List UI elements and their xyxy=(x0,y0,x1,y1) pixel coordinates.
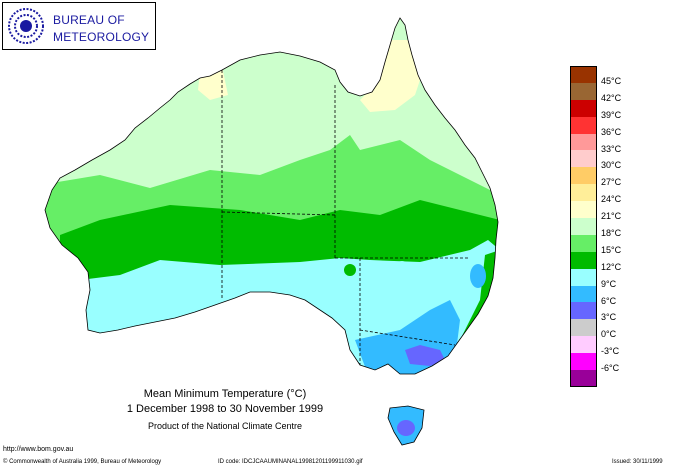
legend-label: -3°C xyxy=(601,346,620,357)
legend-label: 42°C xyxy=(601,92,622,103)
legend-swatch xyxy=(570,184,597,202)
legend-row: 9°C xyxy=(570,268,632,289)
legend-label: 0°C xyxy=(601,329,617,340)
zone-6c-nsw-tablelands xyxy=(470,264,486,288)
legend-label: 24°C xyxy=(601,194,622,205)
legend-row: 15°C xyxy=(570,234,632,255)
legend-swatch xyxy=(570,285,597,303)
nsw-vic-border xyxy=(359,329,456,346)
legend-swatch xyxy=(570,370,597,387)
legend-label: 6°C xyxy=(601,295,617,306)
legend-swatch xyxy=(570,201,597,219)
legend-row: 0°C xyxy=(570,319,632,340)
issued-date: Issued: 30/11/1999 xyxy=(612,459,663,465)
legend-row: -6°C xyxy=(570,353,632,374)
legend-label: 36°C xyxy=(601,126,622,137)
legend-row: -3°C xyxy=(570,336,632,357)
zone-12c-patch xyxy=(344,264,356,276)
bom-emblem-icon xyxy=(8,8,44,44)
legend-row: 30°C xyxy=(570,150,632,171)
legend-row xyxy=(570,370,632,387)
legend-row: 36°C xyxy=(570,116,632,137)
legend-swatch xyxy=(570,133,597,151)
legend-swatch xyxy=(570,251,597,269)
org-name-line2: METEOROLOGY xyxy=(53,30,150,44)
copyright-notice: © Commonwealth of Australia 1999, Bureau… xyxy=(3,459,162,465)
legend-row: 24°C xyxy=(570,184,632,205)
legend-swatch xyxy=(570,82,597,100)
temperature-legend: 45°C 42°C 39°C 36°C 33°C 30°C 27°C 24°C 21°C 18°C… xyxy=(570,66,632,387)
zone-9c-inland-patch xyxy=(396,261,408,271)
legend-label: 33°C xyxy=(601,143,622,154)
legend-label: 45°C xyxy=(601,76,622,86)
map-date-range: 1 December 1998 to 30 November 1999 xyxy=(126,403,324,415)
legend-label: 12°C xyxy=(601,261,622,272)
id-code: ID code: IDCJCAAUMINANAL1998120119991103… xyxy=(218,459,363,465)
legend-swatch xyxy=(570,150,597,168)
legend-swatch xyxy=(570,336,597,354)
legend-row: 42°C xyxy=(570,82,632,103)
legend-label: 21°C xyxy=(601,211,622,222)
legend-swatch xyxy=(570,234,597,252)
legend-label: 3°C xyxy=(601,312,617,323)
legend-label: 30°C xyxy=(601,160,622,171)
website-url[interactable]: http://www.bom.gov.au xyxy=(3,446,74,453)
legend-swatch xyxy=(570,66,597,83)
legend-row: 39°C xyxy=(570,99,632,120)
legend-swatch xyxy=(570,319,597,337)
state-borders xyxy=(221,70,470,365)
legend-label: 15°C xyxy=(601,244,622,255)
map-title: Mean Minimum Temperature (°C) xyxy=(143,388,307,400)
legend-row: 33°C xyxy=(570,133,632,154)
legend-label: 27°C xyxy=(601,177,622,188)
legend-swatch xyxy=(570,167,597,185)
legend-swatch xyxy=(570,268,597,286)
tasmania-3c-zone xyxy=(397,420,415,436)
legend-row: 21°C xyxy=(570,201,632,222)
legend-label: 9°C xyxy=(601,278,617,289)
legend-row: 3°C xyxy=(570,302,632,323)
zone-3c-alps xyxy=(405,345,445,366)
legend-row: 18°C xyxy=(570,218,632,239)
org-name-line1: BUREAU OF xyxy=(53,13,125,27)
legend-swatch xyxy=(570,302,597,320)
legend-label: -6°C xyxy=(601,363,620,374)
legend-swatch xyxy=(570,218,597,235)
zone-21c-cape-york xyxy=(360,40,420,112)
legend-swatch xyxy=(570,116,597,134)
mainland-coastline xyxy=(44,17,499,375)
legend-swatch xyxy=(570,99,597,117)
nt-sa-border xyxy=(221,211,336,216)
map-product-note: Product of the National Climate Centre xyxy=(147,421,303,431)
legend-label: 18°C xyxy=(601,228,622,239)
legend-row: 45°C xyxy=(570,66,632,86)
legend-label: 39°C xyxy=(601,109,622,120)
legend-row: 6°C xyxy=(570,285,632,306)
legend-swatch xyxy=(570,353,597,371)
legend-row: 12°C xyxy=(570,251,632,272)
legend-row: 27°C xyxy=(570,167,632,188)
bom-logo: BUREAU OF METEOROLOGY xyxy=(2,2,156,50)
tasmania xyxy=(387,405,425,446)
